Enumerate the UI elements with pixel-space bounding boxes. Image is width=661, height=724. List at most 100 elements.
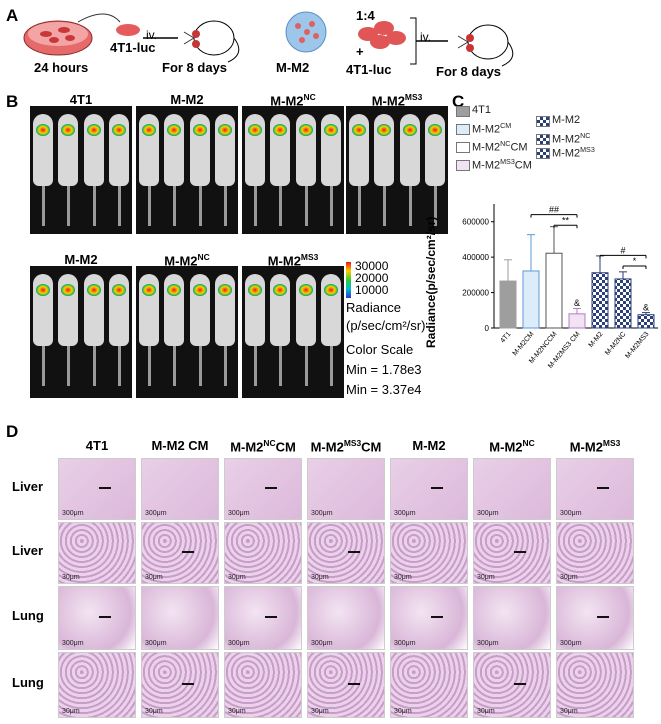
mouse-body bbox=[164, 114, 185, 186]
histology-column-header: M-M2NC bbox=[489, 438, 535, 455]
colorbar bbox=[346, 262, 351, 298]
legend-entry: M-M2NCCM bbox=[472, 140, 528, 154]
y-tick-label: 200000 bbox=[462, 289, 489, 298]
histology-row-label: Liver bbox=[12, 543, 44, 558]
legend-swatch bbox=[456, 124, 470, 135]
histology-tile: 300μm bbox=[307, 586, 385, 650]
ivis-panel-row1 bbox=[136, 106, 238, 234]
bar bbox=[499, 280, 517, 329]
b-title-row1: M-M2MS3 bbox=[371, 92, 423, 109]
legend-entry: M-M2MS3CM bbox=[472, 158, 532, 172]
sig-hash: # bbox=[620, 245, 625, 255]
mouse-body bbox=[109, 274, 130, 346]
histology-tile: 300μm bbox=[390, 586, 468, 650]
histology-tile: 30μm bbox=[556, 522, 634, 584]
mouse-tail bbox=[67, 186, 71, 226]
marker-line bbox=[431, 616, 443, 618]
ivis-panel-row1 bbox=[242, 106, 344, 234]
mouse-tail bbox=[279, 346, 283, 386]
scale-bar-label: 30μm bbox=[477, 708, 495, 715]
marker-line bbox=[99, 616, 111, 618]
histology-tile: 30μm bbox=[141, 652, 219, 718]
x-tick-label: 4T1 bbox=[499, 331, 512, 345]
scale-bar-label: 300μm bbox=[560, 640, 582, 647]
mouse-body bbox=[321, 274, 342, 346]
histology-column-header: 4T1 bbox=[85, 438, 109, 453]
mouse-tail bbox=[434, 186, 438, 226]
ivis-panel-row1 bbox=[346, 106, 448, 234]
bar bbox=[637, 314, 655, 329]
x-tick-label: M-M2CM bbox=[512, 331, 536, 358]
cell-label-2: 4T1-luc bbox=[346, 62, 392, 77]
histology-column-header: M-M2MS3 bbox=[569, 438, 621, 455]
scale-bar-label: 300μm bbox=[62, 640, 84, 647]
mouse-body bbox=[270, 274, 291, 346]
ivis-panel-row2 bbox=[136, 266, 238, 398]
mouse-body bbox=[58, 114, 79, 186]
ratio-label: 1:4 bbox=[356, 8, 375, 23]
histology-tile: 300μm bbox=[307, 458, 385, 520]
mouse-tail bbox=[92, 186, 96, 226]
histology-tile: 30μm bbox=[556, 652, 634, 718]
legend-entry: M-M2 bbox=[552, 114, 581, 126]
mouse-body bbox=[138, 274, 159, 346]
mouse-body bbox=[32, 114, 53, 186]
scale-bar-label: 300μm bbox=[394, 640, 416, 647]
sig-hash-hash: ## bbox=[549, 205, 559, 215]
scale-bar-label: 30μm bbox=[62, 574, 80, 581]
mouse-tail bbox=[304, 186, 308, 226]
histology-tile: 30μm bbox=[473, 522, 551, 584]
mouse-tail bbox=[198, 346, 202, 386]
marker-line bbox=[182, 551, 194, 553]
mouse-body bbox=[425, 114, 446, 186]
bar bbox=[568, 313, 586, 329]
scale-bar-label: 30μm bbox=[145, 708, 163, 715]
ivis-panel-row2 bbox=[30, 266, 132, 398]
histology-row-label: Lung bbox=[12, 608, 44, 623]
marker-line bbox=[265, 487, 277, 489]
mouse-tail bbox=[330, 346, 334, 386]
histology-tile: 300μm bbox=[141, 458, 219, 520]
legend-swatch bbox=[456, 142, 470, 153]
scale-bar-label: 30μm bbox=[311, 574, 329, 581]
cb-tick-30000: 30000 bbox=[355, 259, 389, 273]
legend-swatch bbox=[456, 106, 470, 117]
scale-bar-label: 300μm bbox=[145, 640, 167, 647]
histology-tile: 300μm bbox=[58, 458, 136, 520]
mouse-body bbox=[164, 274, 185, 346]
mouse-tail bbox=[224, 346, 228, 386]
scale-bar-label: 300μm bbox=[228, 640, 250, 647]
histology-tile: 30μm bbox=[224, 652, 302, 718]
legend-swatch bbox=[536, 148, 550, 159]
duration-label: For 8 days bbox=[162, 60, 228, 75]
histology-column-header: M-M2MS3CM bbox=[310, 438, 382, 455]
histology-tile: 30μm bbox=[58, 522, 136, 584]
mouse-tail bbox=[304, 346, 308, 386]
marker-line bbox=[99, 487, 111, 489]
scale-bar-label: 300μm bbox=[477, 510, 499, 517]
legend-swatch bbox=[456, 160, 470, 171]
x-tick-label: M-M2 bbox=[588, 331, 605, 349]
marker-line bbox=[348, 683, 360, 685]
marker-line bbox=[348, 551, 360, 553]
histology-tile: 30μm bbox=[224, 522, 302, 584]
scale-bar-label: 300μm bbox=[228, 510, 250, 517]
legend-entry: 4T1 bbox=[472, 104, 491, 116]
marker-line bbox=[597, 487, 609, 489]
mouse-tail bbox=[383, 186, 387, 226]
histology-tile: 300μm bbox=[473, 586, 551, 650]
mouse-body bbox=[295, 114, 316, 186]
ivis-panel-row1 bbox=[30, 106, 132, 234]
scale-bar-label: 30μm bbox=[145, 574, 163, 581]
sig-amp-2: & bbox=[643, 302, 649, 312]
x-tick-label: M-M2MS3 bbox=[624, 331, 650, 360]
mouse-body bbox=[244, 274, 265, 346]
mouse-tail bbox=[253, 346, 257, 386]
y-tick-label: 400000 bbox=[462, 253, 489, 262]
histology-tile: 300μm bbox=[556, 586, 634, 650]
scale-bar-label: 300μm bbox=[394, 510, 416, 517]
panel-a-label: A bbox=[6, 6, 19, 25]
route-label: iv. bbox=[146, 28, 158, 42]
marker-line bbox=[514, 683, 526, 685]
histology-row-label: Liver bbox=[12, 479, 44, 494]
